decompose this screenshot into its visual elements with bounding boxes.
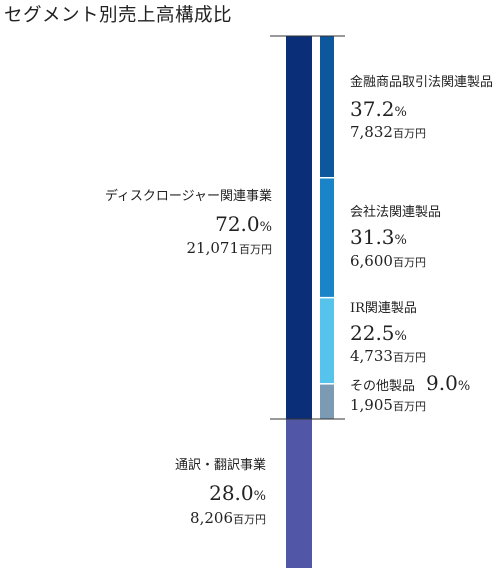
other-amount: 1,905百万円	[350, 396, 426, 414]
finance-amount: 7,832百万円	[350, 123, 426, 141]
disclosure-name: ディスクロージャー関連事業	[104, 189, 272, 204]
bar-corporate-law	[320, 178, 334, 297]
bar-other	[320, 384, 334, 420]
chart-title: セグメント別売上高構成比	[4, 5, 233, 26]
translation-name: 通訳・翻訳事業	[174, 458, 266, 473]
ir-percent: 22.5%	[350, 321, 407, 345]
translation-amount: 8,206百万円	[190, 509, 266, 527]
disclosure-amount: 21,071百万円	[186, 239, 273, 257]
bar-translation	[286, 419, 312, 568]
corporate-law-amount: 6,600百万円	[350, 252, 426, 270]
translation-percent: 28.0%	[209, 481, 266, 505]
other-percent: 9.0%	[426, 371, 471, 395]
finance-name: 金融商品取引法関連製品	[350, 75, 494, 90]
ir-name: IR関連製品	[350, 301, 417, 316]
other-name: その他製品	[350, 379, 416, 394]
finance-percent: 37.2%	[350, 97, 407, 121]
ir-amount: 4,733百万円	[350, 347, 426, 365]
corporate-law-name: 会社法関連製品	[350, 205, 442, 220]
bar-disclosure	[286, 36, 312, 420]
bar-ir	[320, 298, 334, 384]
corporate-law-percent: 31.3%	[350, 225, 407, 249]
bar-finance	[320, 36, 334, 177]
disclosure-percent: 72.0%	[215, 212, 272, 236]
